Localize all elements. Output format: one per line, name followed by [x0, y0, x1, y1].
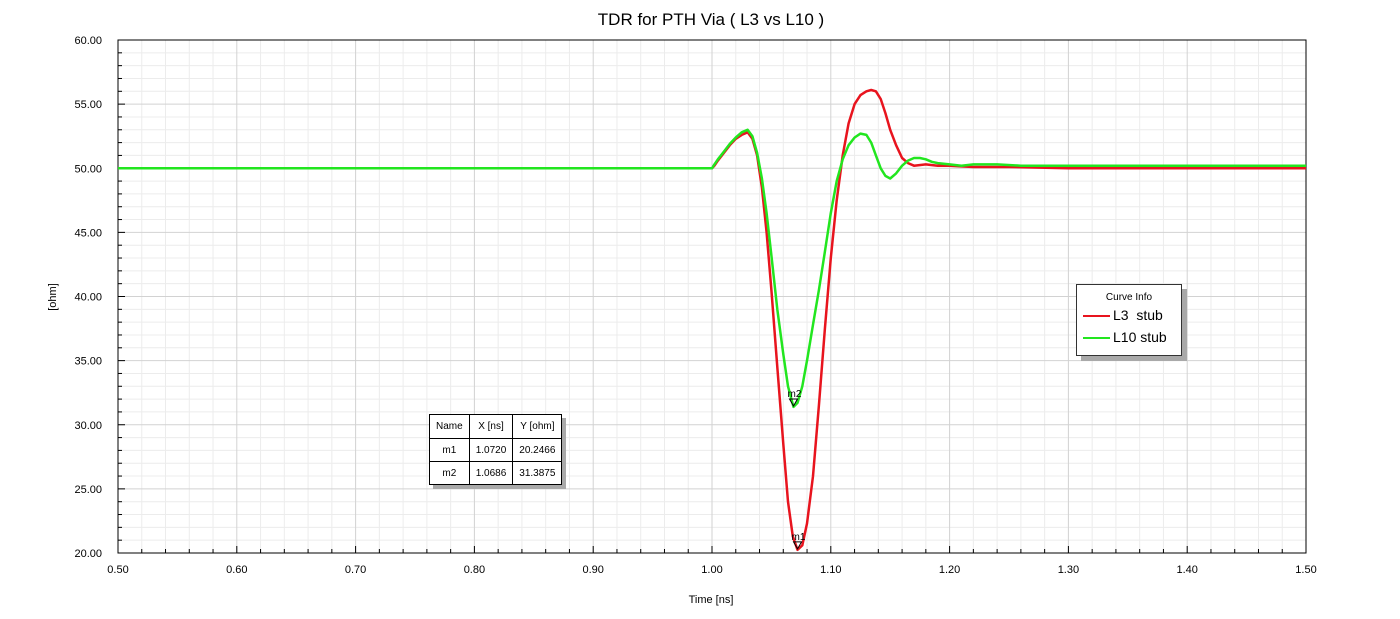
- y-tick-label: 45.00: [74, 227, 102, 239]
- x-tick-label: 1.10: [820, 564, 841, 576]
- legend-label-l10: L10 stub: [1113, 329, 1167, 345]
- y-tick-label: 60.00: [74, 35, 102, 47]
- legend-swatch-l3: [1083, 315, 1110, 317]
- x-tick-label: 0.90: [582, 564, 603, 576]
- marker-table-cell: 20.2466: [512, 438, 563, 462]
- x-tick-label: 1.20: [939, 564, 960, 576]
- marker-triangle-m1[interactable]: [792, 541, 803, 550]
- marker-triangle-m2[interactable]: [788, 398, 799, 407]
- y-tick-label: 35.00: [74, 356, 102, 368]
- x-tick-label: 1.30: [1058, 564, 1079, 576]
- marker-table-header-name: Name: [429, 414, 470, 439]
- series-line-l10-stub: [118, 128, 1306, 409]
- y-tick-label: 30.00: [74, 420, 102, 432]
- legend-item-l10[interactable]: L10 stub: [1077, 326, 1181, 348]
- marker-table-row: m1 1.0720 20.2466: [429, 438, 563, 462]
- marker-table: Name X [ns] Y [ohm] m1 1.0720 20.2466 m2…: [429, 414, 563, 485]
- marker-table-header: Name X [ns] Y [ohm]: [429, 414, 563, 439]
- x-tick-label: 0.70: [345, 564, 366, 576]
- y-tick-label: 25.00: [74, 484, 102, 496]
- y-tick-label: 55.00: [74, 99, 102, 111]
- marker-label-m2: m2: [787, 389, 801, 400]
- x-axis-label: Time [ns]: [689, 594, 734, 606]
- marker-table-row: m2 1.0686 31.3875: [429, 461, 563, 485]
- marker-table-cell: 1.0686: [468, 461, 514, 485]
- x-tick-label: 0.60: [226, 564, 247, 576]
- legend[interactable]: Curve Info L3 stub L10 stub: [1076, 284, 1182, 356]
- y-tick-label: 40.00: [74, 292, 102, 304]
- x-tick-label: 0.80: [464, 564, 485, 576]
- chart-title: TDR for PTH Via ( L3 vs L10 ): [598, 10, 824, 29]
- marker-table-cell: 1.0720: [468, 438, 514, 462]
- y-tick-label: 20.00: [74, 548, 102, 560]
- x-tick-label: 1.40: [1176, 564, 1197, 576]
- marker-table-cell: m1: [429, 438, 470, 462]
- legend-title: Curve Info: [1105, 292, 1153, 303]
- series-line-l3-stub: [118, 88, 1306, 552]
- x-tick-label: 0.50: [107, 564, 128, 576]
- marker-label-m1: m1: [792, 532, 806, 543]
- marker-table-cell: m2: [429, 461, 470, 485]
- legend-label-l3: L3 stub: [1113, 307, 1163, 323]
- legend-item-l3[interactable]: L3 stub: [1077, 304, 1181, 326]
- legend-swatch-l10: [1083, 337, 1110, 339]
- marker-table-header-x: X [ns]: [468, 414, 514, 439]
- marker-table-cell: 31.3875: [512, 461, 563, 485]
- x-tick-label: 1.50: [1295, 564, 1316, 576]
- y-tick-label: 50.00: [74, 163, 102, 175]
- marker-table-header-y: Y [ohm]: [512, 414, 563, 439]
- y-axis-label: [ohm]: [47, 283, 59, 311]
- x-tick-label: 1.00: [701, 564, 722, 576]
